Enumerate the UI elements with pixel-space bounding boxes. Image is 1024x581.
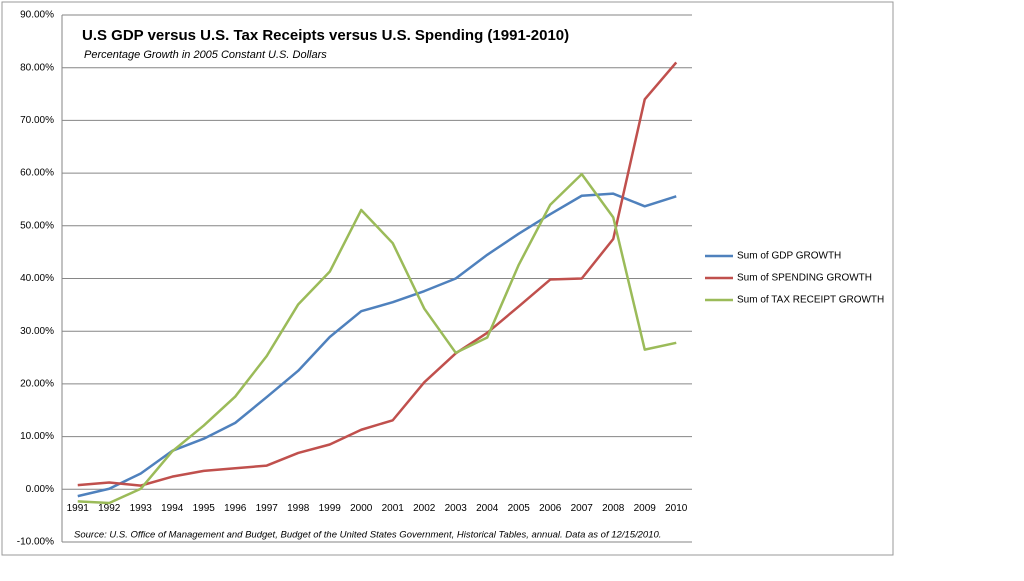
series-line bbox=[77, 172, 677, 505]
x-tick-label: 2002 bbox=[413, 503, 436, 514]
x-tick-label: 2008 bbox=[602, 503, 625, 514]
x-tick-label: 2000 bbox=[350, 503, 373, 514]
chart-title: U.S GDP versus U.S. Tax Receipts versus … bbox=[82, 27, 569, 44]
x-tick-label: 1995 bbox=[193, 503, 216, 514]
series-line bbox=[77, 61, 678, 487]
x-tick-label: 1996 bbox=[224, 503, 247, 514]
legend-label: Sum of SPENDING GROWTH bbox=[737, 273, 872, 284]
y-tick-label: 50.00% bbox=[20, 220, 54, 231]
y-tick-label: 90.00% bbox=[20, 10, 54, 21]
y-tick-label: 60.00% bbox=[20, 168, 54, 179]
y-tick-label: 30.00% bbox=[20, 326, 54, 337]
x-tick-label: 2007 bbox=[571, 503, 594, 514]
chart-subtitle: Percentage Growth in 2005 Constant U.S. … bbox=[84, 49, 327, 61]
x-tick-label: 2009 bbox=[634, 503, 657, 514]
x-tick-label: 1998 bbox=[287, 503, 310, 514]
x-tick-label: 2010 bbox=[665, 503, 688, 514]
y-tick-label: 0.00% bbox=[26, 484, 54, 495]
legend-label: Sum of TAX RECEIPT GROWTH bbox=[737, 295, 884, 306]
y-tick-label: 10.00% bbox=[20, 431, 54, 442]
x-tick-label: 1991 bbox=[67, 503, 90, 514]
x-tick-label: 1997 bbox=[256, 503, 279, 514]
x-tick-label: 2005 bbox=[508, 503, 531, 514]
x-tick-label: 1993 bbox=[130, 503, 153, 514]
x-tick-label: 1994 bbox=[161, 503, 184, 514]
y-tick-label: 70.00% bbox=[20, 115, 54, 126]
x-tick-label: 1999 bbox=[319, 503, 342, 514]
y-tick-label: -10.00% bbox=[17, 537, 54, 548]
x-tick-label: 2004 bbox=[476, 503, 499, 514]
x-tick-label: 2006 bbox=[539, 503, 562, 514]
x-tick-label: 2001 bbox=[382, 503, 405, 514]
y-tick-label: 20.00% bbox=[20, 379, 54, 390]
series-line bbox=[77, 192, 677, 498]
x-tick-label: 2003 bbox=[445, 503, 468, 514]
y-tick-label: 80.00% bbox=[20, 62, 54, 73]
x-tick-label: 1992 bbox=[98, 503, 121, 514]
y-tick-label: 40.00% bbox=[20, 273, 54, 284]
source-note: Source: U.S. Office of Management and Bu… bbox=[74, 530, 661, 541]
legend-label: Sum of GDP GROWTH bbox=[737, 251, 841, 262]
